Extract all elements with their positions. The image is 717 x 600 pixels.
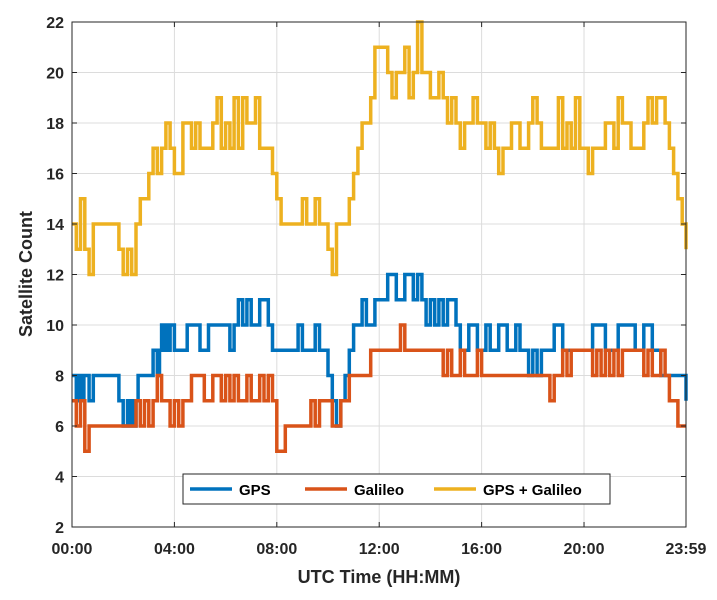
legend: GPS Galileo GPS + Galileo bbox=[182, 473, 611, 505]
y-axis-ticks: 2 4 6 8 10 12 14 16 18 20 22 bbox=[46, 15, 686, 537]
legend-label-gps-galileo: GPS + Galileo bbox=[483, 482, 582, 499]
y-tick-label: 10 bbox=[46, 318, 64, 335]
series-lines bbox=[72, 20, 688, 454]
x-tick-label: 20:00 bbox=[564, 541, 605, 558]
y-tick-label: 14 bbox=[46, 217, 64, 234]
y-tick-label: 12 bbox=[46, 268, 64, 285]
x-axis-ticks: 00:00 04:00 08:00 12:00 16:00 20:00 23:59 bbox=[52, 22, 707, 558]
x-tick-label: 16:00 bbox=[461, 541, 502, 558]
grid bbox=[71, 21, 687, 528]
legend-label-galileo: Galileo bbox=[354, 482, 404, 499]
series-line-gps bbox=[72, 272, 688, 428]
y-tick-label: 20 bbox=[46, 66, 64, 83]
y-tick-label: 6 bbox=[55, 419, 64, 436]
series-line-gps-galileo bbox=[72, 20, 688, 277]
x-tick-label: 08:00 bbox=[256, 541, 297, 558]
x-tick-label: 00:00 bbox=[52, 541, 93, 558]
y-tick-label: 18 bbox=[46, 116, 64, 133]
y-tick-label: 2 bbox=[55, 520, 64, 537]
y-tick-label: 4 bbox=[55, 470, 64, 487]
legend-box bbox=[182, 473, 611, 505]
x-tick-label: 23:59 bbox=[666, 541, 707, 558]
x-axis-label: UTC Time (HH:MM) bbox=[298, 567, 461, 587]
x-tick-label: 12:00 bbox=[359, 541, 400, 558]
y-tick-label: 22 bbox=[46, 15, 64, 32]
y-tick-label: 16 bbox=[46, 167, 64, 184]
y-axis-label: Satellite Count bbox=[16, 211, 36, 337]
series-line-galileo bbox=[72, 323, 686, 454]
y-tick-label: 8 bbox=[55, 369, 64, 386]
x-tick-label: 04:00 bbox=[154, 541, 195, 558]
legend-label-gps: GPS bbox=[239, 482, 271, 499]
